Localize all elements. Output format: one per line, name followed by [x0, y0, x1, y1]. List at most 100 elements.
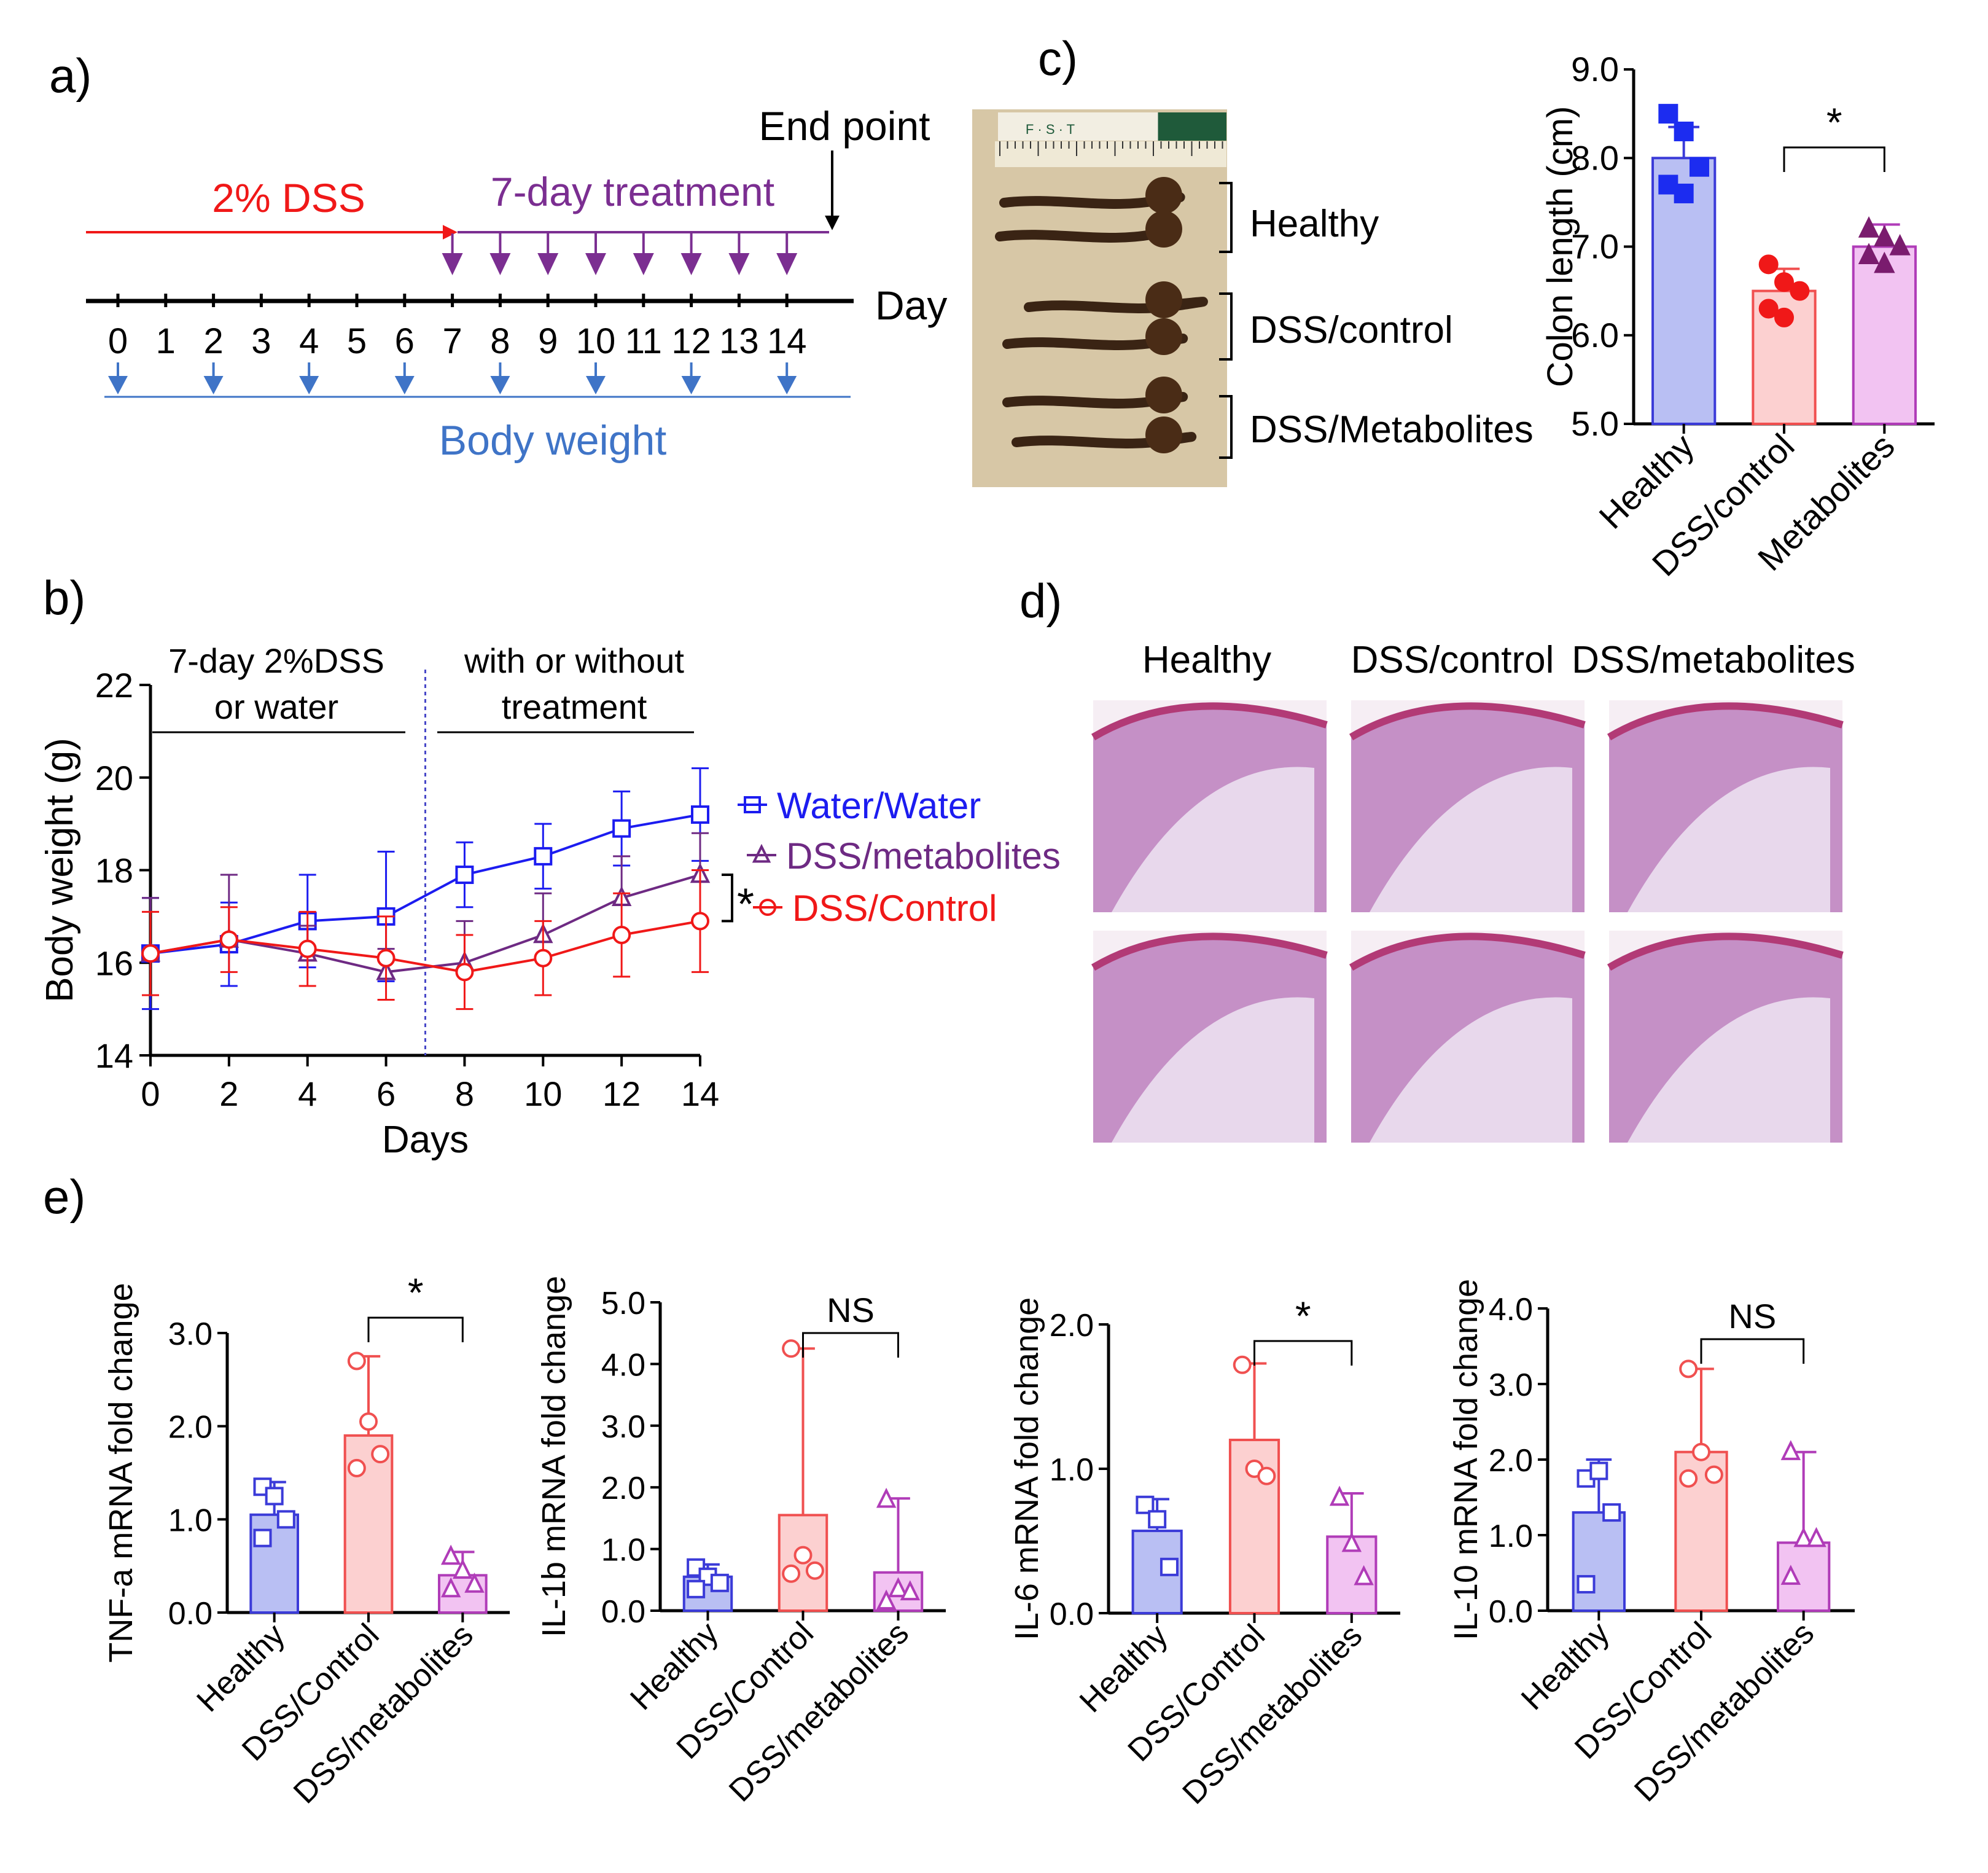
comparison-bracket: [1253, 1340, 1353, 1366]
data-point: [1354, 1565, 1374, 1586]
panel-c: c) F · S · T Healthy DSS/control DSS/Met…: [972, 31, 1935, 584]
colon-photo: F · S · T: [972, 109, 1227, 487]
data-point: [455, 963, 474, 982]
histology-muscularis: [1091, 933, 1328, 971]
legend-label: DSS/metabolites: [786, 835, 1061, 877]
y-axis-label: IL-10 mRNA fold change: [1448, 1279, 1484, 1640]
histology-column-healthy: Healthy: [1142, 639, 1271, 681]
data-point: [455, 866, 474, 885]
colon-cecum: [1145, 377, 1182, 413]
bar: [1852, 245, 1917, 425]
data-point: [440, 1544, 461, 1565]
body-weight-day-arrow-head: [586, 376, 606, 394]
day-axis-label: Day: [875, 283, 947, 328]
y-tick-label: 1.0: [168, 1503, 212, 1538]
data-point: [900, 1580, 921, 1601]
bracket-dss-metabolites: [1219, 395, 1233, 459]
colon-cecum: [1145, 177, 1182, 214]
data-point: [464, 1573, 485, 1593]
x-tick-label: 14: [681, 1074, 719, 1113]
data-point: [1774, 272, 1794, 292]
data-point: [1758, 254, 1779, 275]
x-tick-label: DSS/metabolites: [1175, 1617, 1369, 1811]
data-point: [219, 930, 238, 949]
x-tick-label: 2: [219, 1074, 238, 1113]
body-weight-chart: 14 16 18 20 22 0 2 4 6 8 10 12 14 Days Body weight (g)…: [39, 666, 1061, 1161]
day-tick-label: 6: [395, 321, 415, 361]
day-tick-label: 7: [442, 321, 462, 361]
legend-label: Water/Water: [777, 785, 981, 826]
body-weight-day-arrow-head: [299, 376, 319, 394]
body-weight-day-arrow-head: [108, 376, 128, 394]
y-tick-label: 8.0: [1571, 138, 1619, 177]
y-tick-label: 1.0: [601, 1533, 645, 1568]
histology-lumen: [1370, 997, 1572, 1143]
data-point: [1233, 1355, 1252, 1374]
data-point: [1790, 281, 1810, 301]
y-tick-label: 16: [95, 944, 133, 982]
photo-group-healthy: Healthy: [1250, 203, 1379, 245]
comparison-label: NS: [827, 1291, 875, 1329]
data-point: [453, 1558, 473, 1579]
series-dss-control: DSS/Control: [141, 869, 997, 1011]
day-ticks: 0 1 2 3 4 5 6 7 8 9 10 11 12 13 14: [108, 294, 807, 361]
colon-cecum: [1145, 281, 1182, 318]
day-tick-label: 14: [767, 321, 807, 361]
data-point: [691, 912, 709, 931]
y-tick-label: 0.0: [168, 1596, 212, 1632]
y-tick-label: 2.0: [168, 1410, 212, 1445]
panel-e-label: e): [43, 1170, 85, 1224]
treatment-day-arrow-head: [489, 253, 511, 275]
data-point: [1658, 104, 1678, 124]
data-point: [1874, 251, 1895, 273]
data-point: [1858, 243, 1880, 264]
body-weight-arrows: [108, 362, 797, 394]
y-tick-label: 5.0: [601, 1286, 645, 1321]
comparison-label: *: [1826, 100, 1842, 145]
data-point: [253, 1528, 272, 1547]
y-tick-label: 2.0: [1489, 1443, 1533, 1479]
body-weight-day-arrow-head: [394, 376, 415, 394]
photo-group-dss-control: DSS/control: [1250, 309, 1453, 351]
x-tick-label: DSS/metabolites: [722, 1615, 916, 1808]
day-tick-label: 12: [671, 321, 711, 361]
data-point: [782, 1564, 801, 1583]
day-tick-label: 2: [203, 321, 223, 361]
panel-c-label: c): [1038, 31, 1078, 85]
panel-a: a) 2% DSS 7-day treatment End point Day …: [49, 49, 947, 464]
data-point: [265, 1487, 284, 1506]
data-point: [298, 939, 317, 958]
photo-background: [972, 109, 1227, 487]
il-10-chart: 0.0 1.0 2.0 3.0 4.0IL-10 mRNA fold change Hea…: [1448, 1279, 1855, 1808]
data-point: [1674, 183, 1694, 203]
treatment-arrows: [442, 233, 798, 275]
treatment-day-arrow-head: [680, 253, 702, 275]
data-point: [347, 1458, 366, 1477]
ruler-ticks: [999, 141, 1223, 156]
photo-group-dss-metabolites: DSS/Metabolites: [1250, 409, 1534, 451]
x-tick-label: DSS/metabolites: [1627, 1615, 1821, 1808]
colon-samples: [995, 177, 1208, 453]
data-point: [612, 819, 631, 838]
y-tick-label: 5.0: [1571, 404, 1619, 443]
y-tick-label: 3.0: [601, 1409, 645, 1445]
treatment-day-arrow-head: [537, 253, 559, 275]
data-point: [1329, 1485, 1350, 1506]
day-tick-label: 13: [719, 321, 759, 361]
series-water-water: Water/Water: [141, 767, 981, 1011]
data-point: [1889, 233, 1911, 256]
comparison-bracket: [367, 1316, 464, 1342]
data-point: [687, 1579, 706, 1598]
comparison-label: NS: [1728, 1297, 1776, 1335]
y-axis-label: IL-6 mRNA fold change: [1008, 1297, 1045, 1640]
histology-muscularis: [1607, 702, 1844, 741]
data-point: [141, 944, 160, 963]
histology-muscularis: [1607, 933, 1844, 971]
x-axis-label: Days: [382, 1119, 469, 1161]
data-point: [253, 1477, 272, 1496]
phase1-line2: or water: [214, 687, 338, 726]
histology-lumen: [1627, 997, 1830, 1143]
comparison-bracket: [1700, 1338, 1805, 1364]
treatment-day-arrow-head: [585, 253, 606, 275]
